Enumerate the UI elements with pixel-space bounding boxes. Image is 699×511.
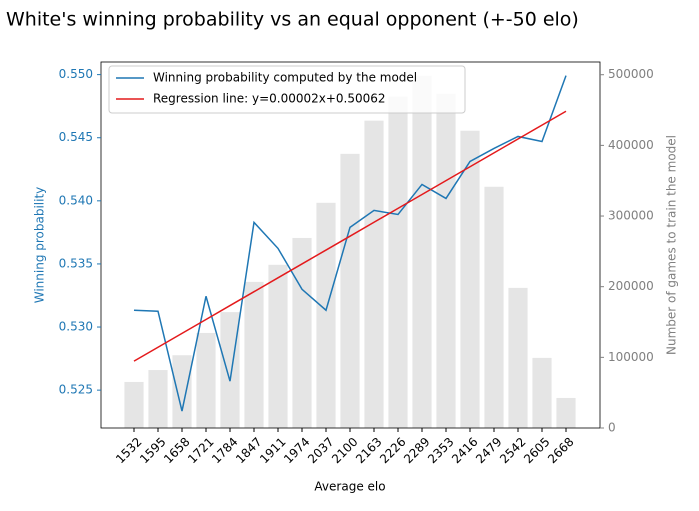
bar xyxy=(172,355,192,428)
bar xyxy=(268,264,288,428)
bar xyxy=(556,397,576,428)
x-tick-label: 1721 xyxy=(185,435,216,466)
bar xyxy=(532,357,552,428)
y2-tick-label: 0 xyxy=(608,421,616,435)
legend-box xyxy=(108,65,466,114)
line-series xyxy=(133,75,567,412)
bar xyxy=(412,75,432,428)
x-tick-label: 2416 xyxy=(449,435,480,466)
x-tick-label: 1532 xyxy=(113,435,144,466)
y-axis-label: Winning probability xyxy=(33,187,47,304)
y-tick-label: 0.545 xyxy=(59,130,93,144)
x-tick-label: 2037 xyxy=(305,435,336,466)
x-tick-label: 2226 xyxy=(377,435,408,466)
x-tick-label: 2163 xyxy=(353,435,384,466)
y2-tick-label: 500000 xyxy=(608,67,654,81)
bar xyxy=(292,237,312,428)
bar xyxy=(244,281,264,428)
bar xyxy=(364,120,384,429)
y2-tick-label: 200000 xyxy=(608,279,654,293)
y2-tick-label: 100000 xyxy=(608,350,654,364)
bar xyxy=(484,186,504,428)
legend-label: Regression line: y=0.00002x+0.50062 xyxy=(153,92,386,106)
y-tick-label: 0.550 xyxy=(59,67,93,81)
x-tick-label: 2100 xyxy=(329,435,360,466)
line-series xyxy=(133,110,567,362)
x-tick-label: 1658 xyxy=(161,435,192,466)
x-tick-label: 1784 xyxy=(209,435,240,466)
y-tick-label: 0.530 xyxy=(59,320,93,334)
x-tick-label: 2605 xyxy=(521,435,552,466)
bar xyxy=(436,93,456,429)
x-tick-label: 2668 xyxy=(545,435,576,466)
x-tick-label: 1911 xyxy=(257,435,288,466)
bar xyxy=(460,130,480,428)
y-tick-label: 0.525 xyxy=(59,383,93,397)
bar xyxy=(196,332,216,428)
bar xyxy=(220,312,240,428)
y2-tick-label: 400000 xyxy=(608,138,654,152)
chart-title: White's winning probability vs an equal … xyxy=(6,9,579,31)
x-tick-label: 1974 xyxy=(281,435,312,466)
bar xyxy=(124,381,144,428)
x-tick-label: 2542 xyxy=(497,435,528,466)
bar xyxy=(340,153,360,429)
x-tick-label: 2289 xyxy=(401,435,432,466)
y-tick-label: 0.540 xyxy=(59,193,93,207)
bar xyxy=(316,202,336,428)
y2-tick-label: 300000 xyxy=(608,209,654,223)
legend-label: Winning probability computed by the mode… xyxy=(153,71,417,85)
x-tick-label: 1847 xyxy=(233,435,264,466)
y-tick-label: 0.535 xyxy=(59,256,93,270)
x-tick-label: 1595 xyxy=(137,435,168,466)
x-axis-label: Average elo xyxy=(314,480,385,494)
bar xyxy=(148,370,168,428)
x-tick-label: 2479 xyxy=(473,435,504,466)
x-tick-label: 2353 xyxy=(425,435,456,466)
bar xyxy=(388,96,408,429)
bar xyxy=(508,287,528,428)
y2-axis-label: Number of games to train the model xyxy=(665,135,679,355)
